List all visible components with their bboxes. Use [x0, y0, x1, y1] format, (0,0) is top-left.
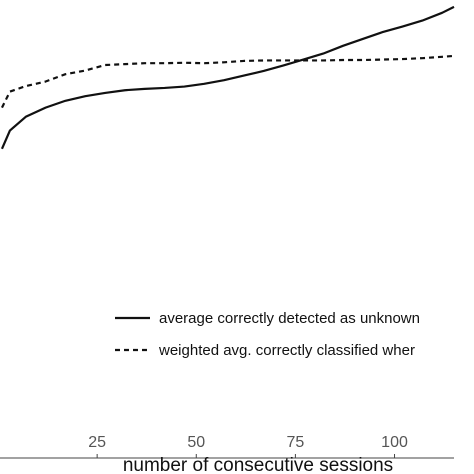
- series-line-1: [0, 5, 455, 150]
- x-tick-label-100: 100: [381, 434, 408, 451]
- series-line-2: [0, 54, 455, 109]
- x-tick-label-25: 25: [88, 434, 106, 451]
- x-ticks: 25 50 75 100: [88, 434, 408, 458]
- legend: average correctly detected as unknown wei…: [115, 310, 420, 359]
- legend-label-1: average correctly detected as unknown: [159, 310, 420, 327]
- legend-label-2: weighted avg. correctly classified wher: [158, 342, 415, 359]
- x-axis-title: number of consecutive sessions: [123, 455, 393, 474]
- x-tick-label-50: 50: [187, 434, 205, 451]
- x-tick-label-75: 75: [286, 434, 304, 451]
- plot-lines: [0, 5, 455, 150]
